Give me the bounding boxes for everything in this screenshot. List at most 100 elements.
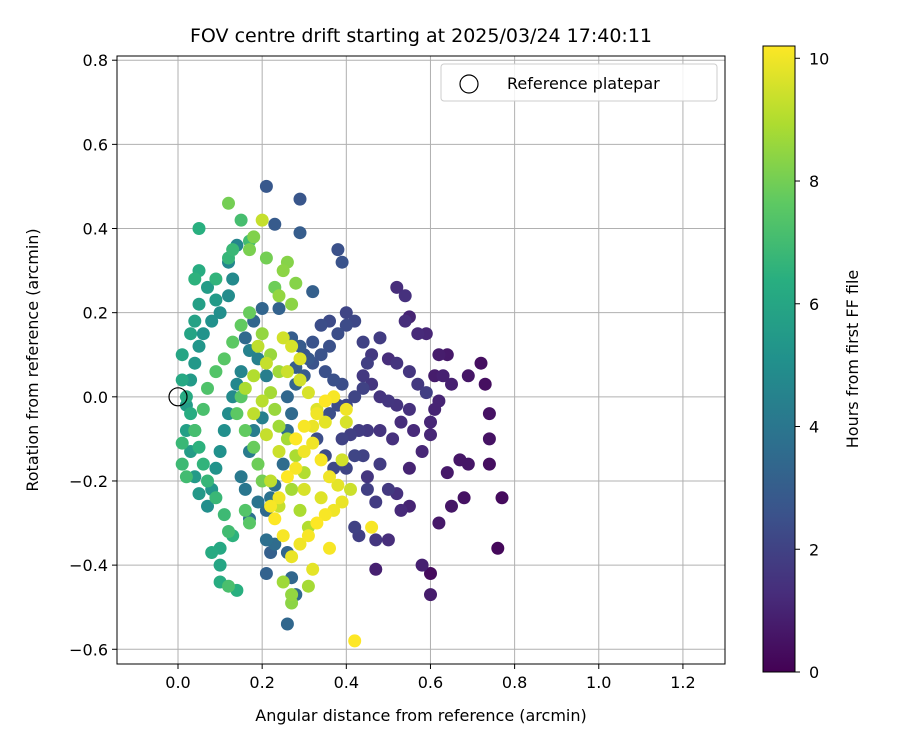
scatter-point [411, 327, 425, 341]
colorbar-tick-label: 2 [809, 540, 819, 559]
scatter-point [356, 335, 370, 349]
scatter-point [285, 482, 299, 496]
scatter-point [209, 461, 223, 475]
scatter-point [495, 491, 509, 505]
scatter-point [318, 394, 332, 408]
scatter-point [386, 432, 400, 446]
y-tick-label: −0.2 [69, 472, 108, 491]
scatter-point [179, 390, 193, 404]
legend: Reference platepar [440, 63, 718, 102]
scatter-point [201, 474, 214, 488]
scatter-point [289, 432, 303, 446]
scatter-point [461, 369, 475, 383]
scatter-point [259, 369, 273, 383]
scatter-point [310, 407, 324, 421]
x-tick-label: 0.2 [249, 673, 274, 692]
scatter-point [285, 550, 299, 564]
scatter-point [297, 445, 311, 458]
y-tick-label: 0.6 [83, 135, 108, 154]
scatter-point [255, 394, 269, 408]
scatter-point [314, 491, 328, 505]
scatter-point [398, 289, 412, 303]
scatter-point [188, 356, 202, 370]
scatter-point [445, 377, 458, 391]
scatter-point [184, 327, 198, 341]
scatter-point [398, 314, 412, 328]
reference-platepar-marker [168, 387, 188, 407]
scatter-point [491, 541, 505, 555]
y-tick-label: −0.6 [69, 640, 108, 659]
scatter-point [247, 440, 261, 454]
scatter-point [276, 331, 290, 345]
scatter-point [289, 276, 303, 290]
scatter-point [415, 558, 429, 572]
scatter-point [264, 499, 278, 513]
scatter-point [251, 457, 265, 471]
scatter-point [272, 491, 286, 505]
scatter-point [234, 470, 248, 484]
scatter-point [285, 588, 299, 602]
scatter-point [424, 428, 437, 442]
scatter-point [268, 402, 282, 416]
scatter-point [293, 192, 307, 206]
scatter-point [217, 508, 231, 522]
scatter-point [339, 402, 353, 416]
colorbar-ticks: 0 2 4 6 8 10 [795, 49, 829, 682]
scatter-point [259, 567, 273, 580]
scatter-point [209, 293, 223, 307]
scatter-point [196, 327, 210, 341]
y-axis-label: Rotation from reference (arcmin) [23, 228, 42, 491]
scatter-point [213, 558, 227, 572]
scatter-point [247, 407, 261, 421]
scatter-point [445, 499, 458, 513]
scatter-point [251, 495, 265, 509]
scatter-point [407, 424, 421, 437]
scatter-point [285, 407, 299, 421]
scatter-point [238, 482, 252, 496]
scatter-point [264, 386, 278, 400]
x-tick-label: 1.0 [586, 673, 611, 692]
scatter-point [360, 470, 374, 484]
scatter-point [381, 533, 395, 547]
scatter-point [335, 432, 349, 446]
scatter-point [411, 377, 425, 391]
scatter-point [323, 470, 336, 484]
colorbar-label: Hours from first FF file [843, 270, 862, 449]
scatter-point [285, 297, 299, 311]
scatter-point [415, 445, 429, 458]
scatter-point [331, 243, 345, 257]
x-axis-label: Angular distance from reference (arcmin) [255, 706, 586, 725]
gridlines [117, 56, 725, 664]
scatter-point [272, 302, 286, 315]
scatter-point [238, 503, 252, 517]
scatter-point [247, 230, 261, 244]
x-tick-label: 0.4 [334, 673, 359, 692]
scatter-point [293, 226, 307, 240]
scatter-point [314, 318, 328, 332]
scatter-point [335, 453, 349, 467]
scatter-point [243, 243, 256, 257]
colorbar-tick-label: 10 [809, 49, 829, 68]
scatter-point [255, 213, 269, 227]
scatter-point [432, 516, 446, 530]
scatter-point [259, 356, 273, 370]
scatter-point [205, 546, 219, 559]
scatter-point [217, 352, 231, 366]
scatter-point [373, 457, 387, 471]
scatter-point [230, 407, 244, 421]
scatter-point [373, 331, 387, 345]
scatter-point [310, 516, 324, 530]
scatter-point [238, 331, 252, 345]
scatter-point [196, 402, 210, 416]
scatter-point [482, 432, 496, 446]
scatter-point [323, 541, 336, 555]
scatter-point [402, 402, 416, 416]
y-tick-label: 0.0 [83, 388, 108, 407]
colorbar-tick-label: 0 [809, 663, 819, 682]
x-tick-label: 1.2 [670, 673, 695, 692]
scatter-point [381, 394, 395, 408]
scatter-point [234, 365, 248, 379]
y-axis-ticks: −0.6 −0.4 −0.2 0.0 0.2 0.4 0.6 0.8 [69, 51, 117, 659]
scatter-point [348, 520, 362, 534]
